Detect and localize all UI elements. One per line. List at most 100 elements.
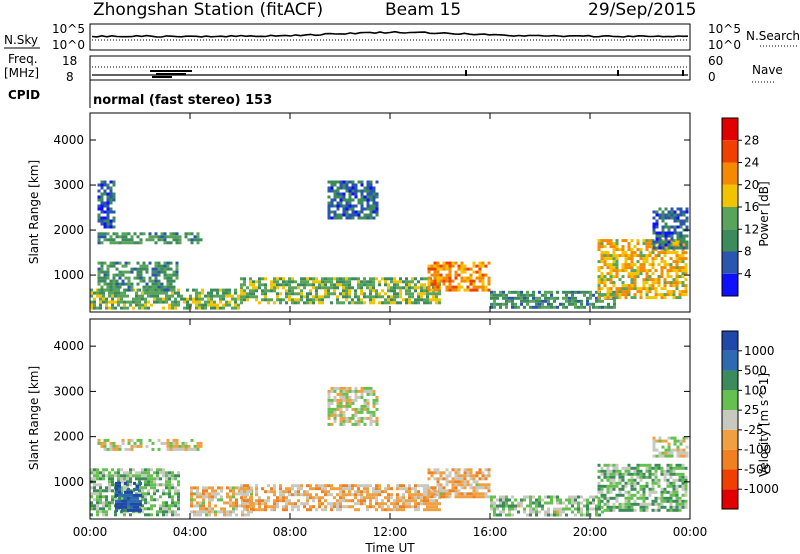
power-cell — [430, 267, 434, 271]
velocity-cell — [363, 401, 367, 405]
power-cell — [639, 251, 643, 255]
velocity-cell — [177, 498, 180, 502]
velocity-cell — [118, 496, 121, 500]
velocity-cell — [232, 510, 235, 514]
velocity-cell — [666, 469, 670, 473]
power-cell — [597, 278, 601, 282]
power-cell — [351, 192, 355, 196]
power-cell — [106, 238, 110, 242]
velocity-cell — [624, 502, 628, 506]
power-cell — [612, 257, 616, 261]
power-cell — [192, 300, 195, 304]
velocity-cell — [606, 478, 610, 482]
power-cell — [345, 183, 349, 187]
power-cell — [612, 263, 616, 267]
power-cell — [342, 213, 346, 217]
power-cell — [201, 297, 204, 301]
power-cell — [457, 285, 461, 289]
power-cell — [618, 296, 622, 300]
power-cell — [669, 257, 673, 261]
velocity-cell — [217, 492, 220, 496]
velocity-cell — [544, 510, 547, 514]
velocity-cell — [196, 495, 199, 499]
power-cell — [348, 216, 352, 220]
velocity-cell — [636, 469, 640, 473]
velocity-cell — [423, 508, 426, 512]
power-cell — [139, 267, 143, 271]
power-cell — [174, 297, 177, 301]
velocity-cell — [159, 483, 162, 487]
power-cell — [562, 302, 565, 306]
power-cell — [336, 195, 340, 199]
velocity-cell — [606, 496, 610, 500]
velocity-cell — [327, 404, 331, 408]
power-cell — [324, 289, 327, 293]
velocity-cell — [655, 439, 659, 443]
power-cell — [351, 298, 354, 302]
velocity-cell — [105, 474, 108, 478]
power-cell — [550, 302, 553, 306]
velocity-cell — [553, 507, 556, 511]
power-cell — [369, 192, 373, 196]
power-cell — [135, 300, 138, 304]
power-cell — [130, 235, 134, 239]
power-cell — [520, 299, 523, 303]
velocity-cell — [511, 495, 514, 499]
power-cell — [279, 298, 282, 302]
power-cell — [106, 213, 110, 217]
power-cell — [666, 272, 670, 276]
power-cell — [357, 295, 360, 299]
velocity-cell — [291, 493, 294, 497]
power-cell — [160, 235, 164, 239]
power-cell — [243, 283, 246, 287]
power-cell — [363, 213, 367, 217]
power-cell — [144, 297, 147, 301]
velocity-cell — [672, 472, 676, 476]
power-cell — [169, 288, 173, 292]
velocity-cell — [136, 499, 139, 503]
velocity-cell — [273, 487, 276, 491]
velocity-cell — [151, 441, 155, 445]
power-cell — [439, 264, 443, 268]
velocity-cell — [460, 495, 464, 499]
velocity-cell — [642, 487, 646, 491]
power-cell — [621, 263, 625, 267]
power-cell — [336, 280, 339, 284]
velocity-cell — [339, 413, 343, 417]
velocity-cell — [375, 499, 378, 503]
velocity-cell — [511, 501, 514, 505]
velocity-cell — [138, 474, 141, 478]
velocity-cell — [108, 477, 111, 481]
power-cell — [177, 303, 180, 307]
velocity-cell — [678, 502, 682, 506]
power-cell — [336, 283, 339, 287]
power-cell — [645, 296, 649, 300]
power-cell — [136, 235, 140, 239]
velocity-cell — [645, 469, 649, 473]
velocity-cell — [568, 501, 571, 505]
power-cell — [660, 248, 664, 252]
velocity-cell — [339, 410, 343, 414]
velocity-cell — [141, 510, 144, 514]
power-cell — [532, 293, 535, 297]
velocity-cell — [673, 439, 677, 443]
velocity-cell — [345, 493, 348, 497]
power-cell — [112, 180, 116, 184]
power-cell — [139, 264, 143, 268]
power-cell — [526, 293, 529, 297]
power-cell — [658, 240, 662, 244]
velocity-cell — [124, 505, 127, 509]
power-cell — [270, 289, 273, 293]
power-cell — [103, 282, 107, 286]
power-cell — [90, 288, 93, 292]
velocity-cell — [633, 502, 637, 506]
velocity-cell — [399, 499, 402, 503]
velocity-cell — [378, 484, 381, 488]
power-cell — [657, 278, 661, 282]
power-cell — [612, 266, 616, 270]
power-cell — [493, 293, 496, 297]
velocity-cell — [138, 489, 141, 493]
power-cell — [195, 297, 198, 301]
power-cell — [420, 298, 423, 302]
power-cell — [166, 276, 170, 280]
